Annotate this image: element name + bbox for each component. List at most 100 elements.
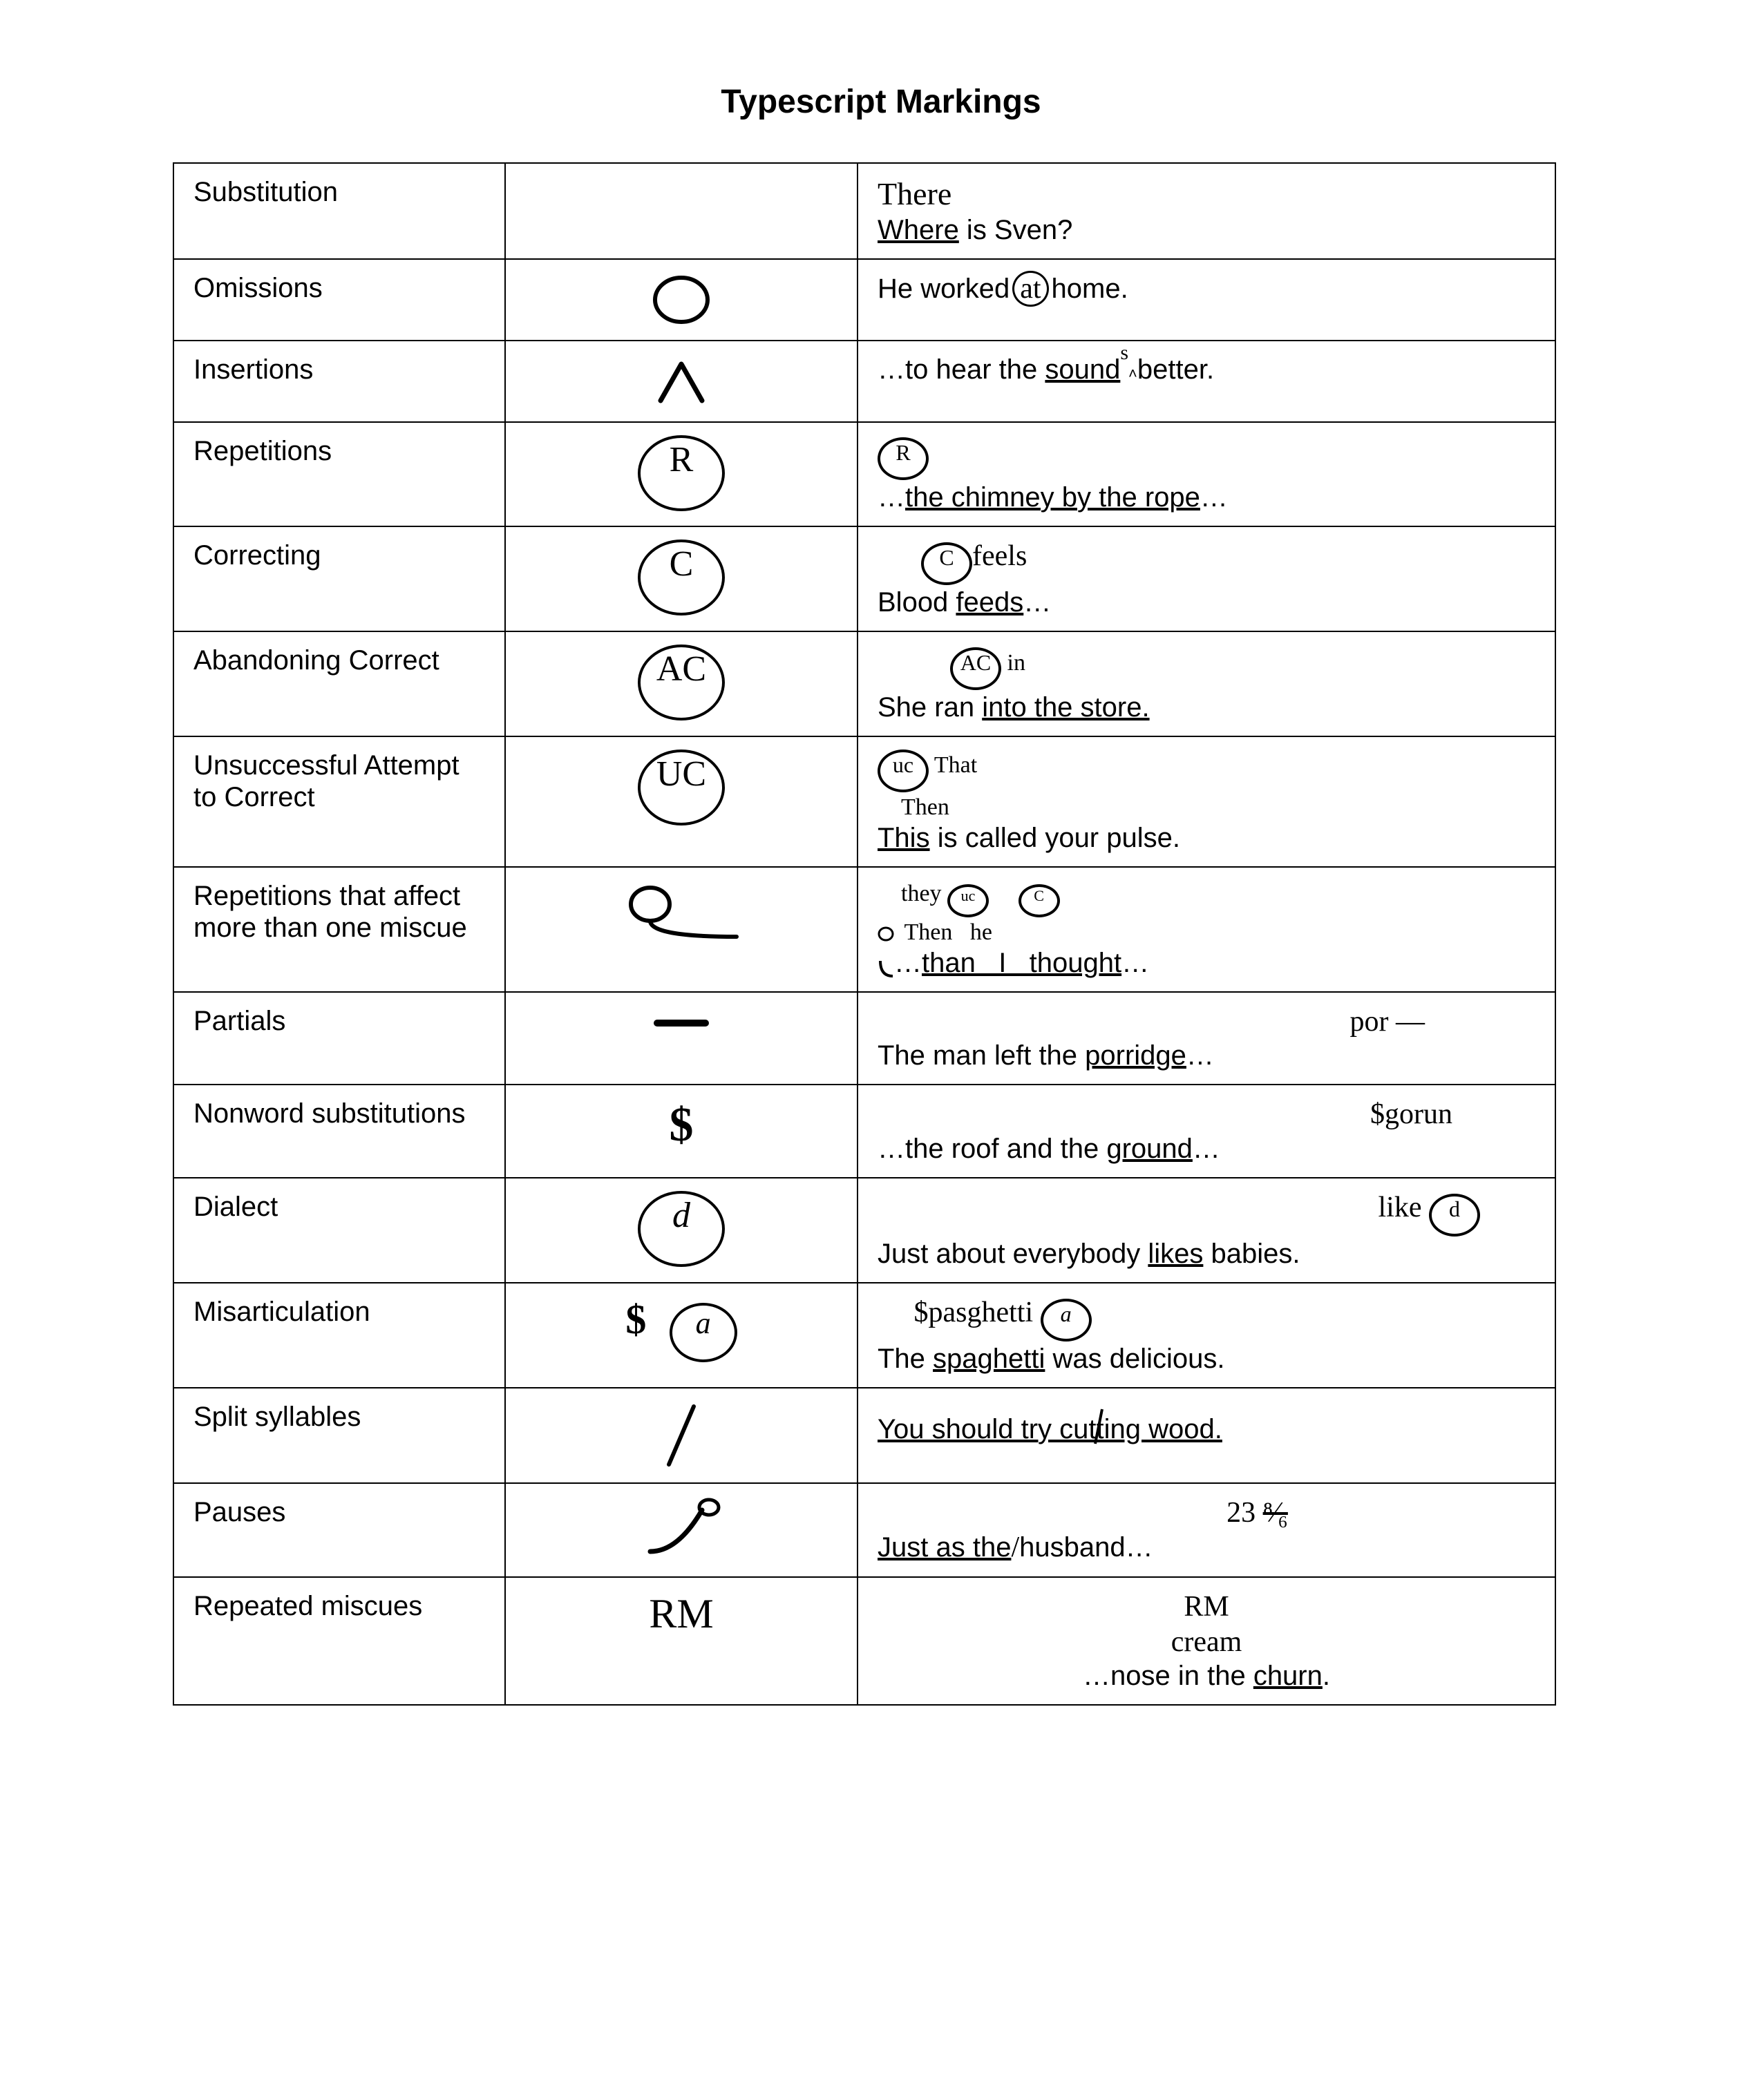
handwritten-mark: $pasghetti a	[878, 1296, 1535, 1342]
dash-icon	[650, 1013, 712, 1033]
markings-table: Substitution There Where is Sven? Omissi…	[173, 162, 1556, 1706]
rm-icon: RM	[649, 1591, 713, 1636]
printed-text: …the chimney by the rope…	[878, 482, 1228, 513]
row-label: Correcting	[173, 526, 505, 631]
printed-text: He workedathome.	[878, 274, 1128, 304]
page: Typescript Markings Substitution There W…	[0, 0, 1762, 1844]
row-label: Dialect	[173, 1178, 505, 1283]
circled-uc-icon: UC	[638, 750, 725, 825]
row-example: Cfeels Blood feeds…	[858, 526, 1555, 631]
printed-text: …to hear the sounds˄better.	[878, 354, 1214, 385]
row-label: Insertions	[173, 341, 505, 422]
printed-text: Just as the/husband…	[878, 1532, 1153, 1563]
circle-icon	[650, 272, 712, 327]
row-example: like d Just about everybody likes babies…	[858, 1178, 1555, 1283]
row-label: Split syllables	[173, 1388, 505, 1483]
row-example: AC in She ran into the store.	[858, 631, 1555, 736]
table-row: Substitution There Where is Sven?	[173, 163, 1555, 259]
pause-curve-icon	[636, 1496, 726, 1558]
row-symbol: R	[505, 422, 858, 526]
caret-icon	[650, 354, 712, 409]
row-label: Repetitions that affect more than one mi…	[173, 867, 505, 992]
row-label: Pauses	[173, 1483, 505, 1578]
row-example: He workedathome.	[858, 259, 1555, 341]
printed-text: This is called your pulse.	[878, 823, 1180, 853]
row-example: uc That Then This is called your pulse.	[858, 736, 1555, 867]
row-symbol	[505, 867, 858, 992]
table-row: Dialect d like d Just about everybody li…	[173, 1178, 1555, 1283]
slash-icon	[661, 1401, 702, 1470]
table-row: Misarticulation $ a $pasghetti a The spa…	[173, 1283, 1555, 1388]
row-symbol	[505, 163, 858, 259]
printed-text: Blood feeds…	[878, 587, 1051, 618]
row-symbol: UC	[505, 736, 858, 867]
row-label: Repeated miscues	[173, 1577, 505, 1705]
row-symbol	[505, 992, 858, 1085]
row-example: You should try cutting wood.	[858, 1388, 1555, 1483]
handwritten-mark: 23 ⁸⁄₆	[878, 1496, 1535, 1529]
row-label: Abandoning Correct	[173, 631, 505, 736]
table-row: Nonword substitutions $ $gorun …the roof…	[173, 1085, 1555, 1177]
row-label: Unsuccessful Attempt to Correct	[173, 736, 505, 867]
row-label: Substitution	[173, 163, 505, 259]
row-symbol: AC	[505, 631, 858, 736]
row-example: …to hear the sounds˄better.	[858, 341, 1555, 422]
row-symbol: d	[505, 1178, 858, 1283]
printed-text: …nose in the churn.	[878, 1660, 1535, 1692]
row-example: 23 ⁸⁄₆ Just as the/husband…	[858, 1483, 1555, 1578]
handwritten-mark: like d	[878, 1191, 1535, 1237]
handwritten-line1: they uc C	[878, 880, 1535, 917]
handwritten-line2: Then he	[878, 919, 1535, 946]
printed-text: Where is Sven?	[878, 215, 1072, 245]
table-row: Repetitions R R …the chimney by the rope…	[173, 422, 1555, 526]
row-label: Nonword substitutions	[173, 1085, 505, 1177]
circle-tail-icon	[623, 880, 740, 942]
table-row: Repeated miscues RM RM cream …nose in th…	[173, 1577, 1555, 1705]
table-row: Omissions He workedathome.	[173, 259, 1555, 341]
row-example: $gorun …the roof and the ground…	[858, 1085, 1555, 1177]
handwritten-line1: RM	[878, 1590, 1535, 1623]
handwritten-line2: cream	[878, 1625, 1535, 1659]
handwritten-line2: Then	[878, 794, 1535, 821]
printed-text: The man left the porridge…	[878, 1040, 1214, 1071]
dollar-icon: $	[670, 1098, 694, 1152]
row-symbol	[505, 1388, 858, 1483]
handwritten-line1: uc That	[878, 750, 1535, 792]
table-row: Insertions …to hear the sounds˄better.	[173, 341, 1555, 422]
row-label: Repetitions	[173, 422, 505, 526]
row-symbol	[505, 1483, 858, 1578]
table-row: Split syllables You should try cutting w…	[173, 1388, 1555, 1483]
printed-text: …the roof and the ground…	[878, 1134, 1220, 1164]
circled-c-icon: C	[638, 540, 725, 615]
row-symbol	[505, 259, 858, 341]
printed-text: Just about everybody likes babies.	[878, 1239, 1300, 1269]
handwritten-mark: por —	[878, 1005, 1535, 1038]
dollar-icon: $	[625, 1297, 646, 1342]
circled-r-icon: R	[638, 435, 725, 511]
row-example: por — The man left the porridge…	[858, 992, 1555, 1085]
handwritten-mark: AC in	[878, 645, 1535, 690]
circled-ac-icon: AC	[638, 645, 725, 720]
handwritten-mark: R	[878, 435, 1535, 480]
row-symbol	[505, 341, 858, 422]
printed-text: You should try cutting wood.	[878, 1414, 1222, 1444]
row-example: R …the chimney by the rope…	[858, 422, 1555, 526]
row-example: There Where is Sven?	[858, 163, 1555, 259]
handwritten-mark: Cfeels	[878, 540, 1535, 585]
table-row: Pauses 23 ⁸⁄₆ Just as the/husband…	[173, 1483, 1555, 1578]
row-symbol: $	[505, 1085, 858, 1177]
row-symbol: C	[505, 526, 858, 631]
handwritten-sub: There	[878, 176, 1535, 213]
table-row: Unsuccessful Attempt to Correct UC uc Th…	[173, 736, 1555, 867]
row-example: RM cream …nose in the churn.	[858, 1577, 1555, 1705]
row-symbol: $ a	[505, 1283, 858, 1388]
row-example: $pasghetti a The spaghetti was delicious…	[858, 1283, 1555, 1388]
page-title: Typescript Markings	[173, 83, 1589, 121]
row-label: Misarticulation	[173, 1283, 505, 1388]
handwritten-mark: $gorun	[878, 1098, 1535, 1131]
table-row: Partials por — The man left the porridge…	[173, 992, 1555, 1085]
row-example: they uc C Then he …than I thought…	[858, 867, 1555, 992]
printed-text: The spaghetti was delicious.	[878, 1344, 1225, 1374]
table-row: Correcting C Cfeels Blood feeds…	[173, 526, 1555, 631]
circled-a-icon: a	[670, 1303, 737, 1362]
